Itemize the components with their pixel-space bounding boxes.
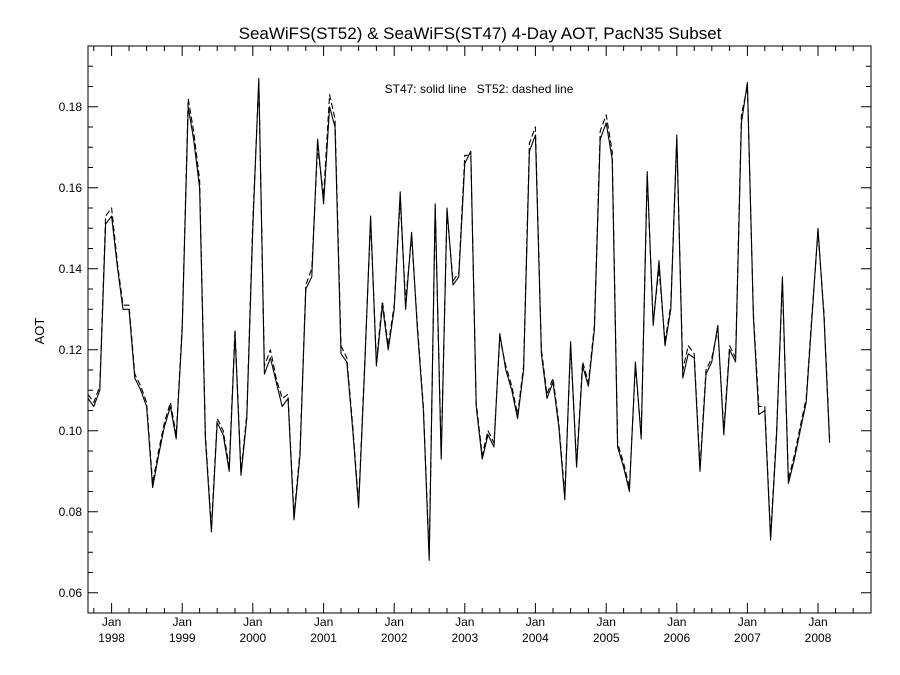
- x-tick-year-label: 2005: [593, 631, 620, 645]
- x-tick-year-label: 2004: [522, 631, 549, 645]
- x-tick-month-label: Jan: [385, 615, 404, 629]
- x-tick-year-label: 2007: [734, 631, 761, 645]
- x-tick-year-label: 1999: [169, 631, 196, 645]
- y-tick-label: 0.16: [59, 181, 83, 195]
- y-axis-label: AOT: [32, 318, 47, 345]
- x-tick-month-label: Jan: [667, 615, 686, 629]
- x-tick-month-label: Jan: [526, 615, 545, 629]
- series-line-st52: [87, 81, 831, 557]
- y-axis: 0.06 0.08 0.10 0.12 0.14 0.16 0.18: [59, 45, 871, 614]
- x-tick-year-label: 2008: [805, 631, 832, 645]
- y-tick-label: 0.10: [59, 424, 83, 438]
- x-tick-month-label: Jan: [738, 615, 757, 629]
- x-tick-year-label: 2001: [310, 631, 337, 645]
- y-tick-label: 0.18: [59, 100, 83, 114]
- y-tick-label: 0.08: [59, 505, 83, 519]
- x-tick-year-label: 1998: [98, 631, 125, 645]
- y-tick-label: 0.12: [59, 343, 83, 357]
- x-tick-month-label: Jan: [314, 615, 333, 629]
- series-style-note: ST47: solid line ST52: dashed line: [385, 82, 574, 96]
- x-tick-year-label: 2000: [239, 631, 266, 645]
- x-tick-month-label: Jan: [808, 615, 827, 629]
- x-tick-month-label: Jan: [455, 615, 474, 629]
- x-tick-month-label: Jan: [102, 615, 121, 629]
- x-tick-year-label: 2003: [451, 631, 478, 645]
- y-tick-label: 0.14: [59, 262, 83, 276]
- x-tick-year-label: 2006: [663, 631, 690, 645]
- chart-title: SeaWiFS(ST52) & SeaWiFS(ST47) 4-Day AOT,…: [239, 24, 722, 43]
- x-tick-year-label: 2002: [381, 631, 408, 645]
- x-tick-month-label: Jan: [173, 615, 192, 629]
- y-tick-label: 0.06: [59, 586, 83, 600]
- x-tick-month-label: Jan: [597, 615, 616, 629]
- x-axis: Jan 1998 Jan 1999 Jan 2000 Jan 2001 Jan 2002 Jan 20…: [93, 46, 872, 645]
- x-tick-month-label: Jan: [243, 615, 262, 629]
- series-layer: [87, 77, 831, 561]
